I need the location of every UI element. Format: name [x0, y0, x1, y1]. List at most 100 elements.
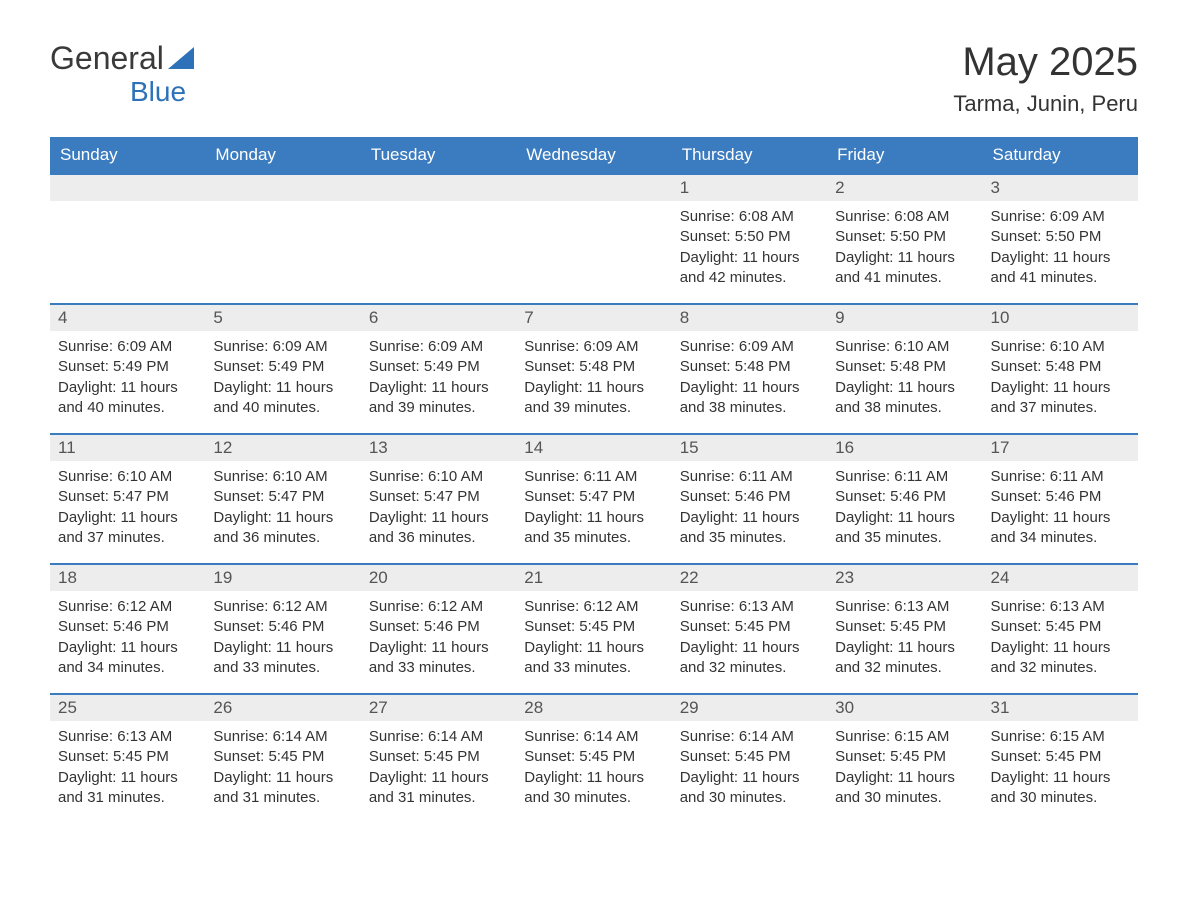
daylight-line2: and 40 minutes. — [58, 398, 197, 418]
sunrise-text: Sunrise: 6:13 AM — [58, 727, 197, 747]
weekday-header-row: SundayMondayTuesdayWednesdayThursdayFrid… — [50, 137, 1138, 173]
daylight-line2: and 34 minutes. — [58, 658, 197, 678]
sunrise-text: Sunrise: 6:08 AM — [680, 207, 819, 227]
day-body: Sunrise: 6:12 AMSunset: 5:46 PMDaylight:… — [50, 591, 205, 678]
sunset-text: Sunset: 5:45 PM — [213, 747, 352, 767]
day-body: Sunrise: 6:13 AMSunset: 5:45 PMDaylight:… — [983, 591, 1138, 678]
sunrise-text: Sunrise: 6:09 AM — [213, 337, 352, 357]
week-row: 1Sunrise: 6:08 AMSunset: 5:50 PMDaylight… — [50, 173, 1138, 303]
sunset-text: Sunset: 5:45 PM — [58, 747, 197, 767]
sunset-text: Sunset: 5:45 PM — [524, 617, 663, 637]
daylight-line2: and 32 minutes. — [991, 658, 1130, 678]
day-number: 21 — [516, 565, 671, 591]
logo: General — [50, 40, 196, 77]
daylight-line1: Daylight: 11 hours — [213, 768, 352, 788]
sunset-text: Sunset: 5:49 PM — [369, 357, 508, 377]
sunrise-text: Sunrise: 6:09 AM — [680, 337, 819, 357]
day-cell: 30Sunrise: 6:15 AMSunset: 5:45 PMDayligh… — [827, 695, 982, 823]
day-number: 1 — [672, 175, 827, 201]
daylight-line1: Daylight: 11 hours — [991, 638, 1130, 658]
sunset-text: Sunset: 5:50 PM — [991, 227, 1130, 247]
day-cell — [516, 175, 671, 303]
sunrise-text: Sunrise: 6:09 AM — [369, 337, 508, 357]
sunset-text: Sunset: 5:50 PM — [680, 227, 819, 247]
day-cell: 17Sunrise: 6:11 AMSunset: 5:46 PMDayligh… — [983, 435, 1138, 563]
daylight-line2: and 41 minutes. — [991, 268, 1130, 288]
sunset-text: Sunset: 5:46 PM — [58, 617, 197, 637]
day-body: Sunrise: 6:10 AMSunset: 5:47 PMDaylight:… — [205, 461, 360, 548]
day-cell: 1 Sunrise: 6:08 AMSunset: 5:50 PMDaylight… — [672, 175, 827, 303]
daylight-line2: and 35 minutes. — [835, 528, 974, 548]
daylight-line1: Daylight: 11 hours — [680, 248, 819, 268]
day-number: 18 — [50, 565, 205, 591]
day-body: Sunrise: 6:14 AMSunset: 5:45 PMDaylight:… — [205, 721, 360, 808]
daylight-line2: and 38 minutes. — [680, 398, 819, 418]
daylight-line1: Daylight: 11 hours — [991, 378, 1130, 398]
sunset-text: Sunset: 5:45 PM — [680, 747, 819, 767]
sunset-text: Sunset: 5:46 PM — [213, 617, 352, 637]
weekday-header-cell: Thursday — [672, 137, 827, 173]
weekday-header-cell: Wednesday — [516, 137, 671, 173]
day-number: 5 — [205, 305, 360, 331]
day-body: Sunrise: 6:14 AMSunset: 5:45 PMDaylight:… — [516, 721, 671, 808]
sunrise-text: Sunrise: 6:13 AM — [991, 597, 1130, 617]
day-body: Sunrise: 6:13 AMSunset: 5:45 PMDaylight:… — [672, 591, 827, 678]
daylight-line2: and 42 minutes. — [680, 268, 819, 288]
day-cell: 6Sunrise: 6:09 AMSunset: 5:49 PMDaylight… — [361, 305, 516, 433]
calendar: SundayMondayTuesdayWednesdayThursdayFrid… — [50, 137, 1138, 823]
day-number: 12 — [205, 435, 360, 461]
week-row: 4Sunrise: 6:09 AMSunset: 5:49 PMDaylight… — [50, 303, 1138, 433]
day-cell: 16Sunrise: 6:11 AMSunset: 5:46 PMDayligh… — [827, 435, 982, 563]
day-cell: 18Sunrise: 6:12 AMSunset: 5:46 PMDayligh… — [50, 565, 205, 693]
day-cell: 15Sunrise: 6:11 AMSunset: 5:46 PMDayligh… — [672, 435, 827, 563]
day-number: 28 — [516, 695, 671, 721]
daylight-line1: Daylight: 11 hours — [369, 768, 508, 788]
daylight-line2: and 32 minutes. — [680, 658, 819, 678]
daylight-line1: Daylight: 11 hours — [991, 248, 1130, 268]
day-number: 27 — [361, 695, 516, 721]
day-cell: 31Sunrise: 6:15 AMSunset: 5:45 PMDayligh… — [983, 695, 1138, 823]
daylight-line1: Daylight: 11 hours — [369, 638, 508, 658]
daylight-line2: and 31 minutes. — [213, 788, 352, 808]
sunset-text: Sunset: 5:47 PM — [524, 487, 663, 507]
weekday-header-cell: Saturday — [983, 137, 1138, 173]
daylight-line2: and 34 minutes. — [991, 528, 1130, 548]
day-cell: 23Sunrise: 6:13 AMSunset: 5:45 PMDayligh… — [827, 565, 982, 693]
sunset-text: Sunset: 5:45 PM — [369, 747, 508, 767]
sunset-text: Sunset: 5:45 PM — [680, 617, 819, 637]
day-number: 23 — [827, 565, 982, 591]
title-block: May 2025 Tarma, Junin, Peru — [953, 40, 1138, 117]
day-cell: 4Sunrise: 6:09 AMSunset: 5:49 PMDaylight… — [50, 305, 205, 433]
day-number: 11 — [50, 435, 205, 461]
sunrise-text: Sunrise: 6:10 AM — [58, 467, 197, 487]
daylight-line2: and 37 minutes. — [58, 528, 197, 548]
sunrise-text: Sunrise: 6:12 AM — [213, 597, 352, 617]
weekday-header-cell: Sunday — [50, 137, 205, 173]
day-body: Sunrise: 6:12 AMSunset: 5:45 PMDaylight:… — [516, 591, 671, 678]
day-cell: 28Sunrise: 6:14 AMSunset: 5:45 PMDayligh… — [516, 695, 671, 823]
daylight-line1: Daylight: 11 hours — [524, 508, 663, 528]
day-number: 2 — [827, 175, 982, 201]
sunset-text: Sunset: 5:46 PM — [369, 617, 508, 637]
daylight-line2: and 32 minutes. — [835, 658, 974, 678]
sunset-text: Sunset: 5:45 PM — [835, 747, 974, 767]
daylight-line2: and 40 minutes. — [213, 398, 352, 418]
daylight-line2: and 36 minutes. — [213, 528, 352, 548]
day-number: 14 — [516, 435, 671, 461]
sunset-text: Sunset: 5:47 PM — [58, 487, 197, 507]
daylight-line1: Daylight: 11 hours — [58, 638, 197, 658]
week-row: 25Sunrise: 6:13 AMSunset: 5:45 PMDayligh… — [50, 693, 1138, 823]
daylight-line1: Daylight: 11 hours — [680, 768, 819, 788]
day-number: 3 — [983, 175, 1138, 201]
day-body: Sunrise: 6:14 AMSunset: 5:45 PMDaylight:… — [672, 721, 827, 808]
weekday-header-cell: Friday — [827, 137, 982, 173]
daylight-line2: and 31 minutes. — [58, 788, 197, 808]
sunrise-text: Sunrise: 6:10 AM — [991, 337, 1130, 357]
weeks-container: 1Sunrise: 6:08 AMSunset: 5:50 PMDaylight… — [50, 173, 1138, 823]
day-number: 4 — [50, 305, 205, 331]
day-cell: 8Sunrise: 6:09 AMSunset: 5:48 PMDaylight… — [672, 305, 827, 433]
sunrise-text: Sunrise: 6:11 AM — [680, 467, 819, 487]
day-body: Sunrise: 6:09 AMSunset: 5:49 PMDaylight:… — [50, 331, 205, 418]
day-body: Sunrise: 6:11 AMSunset: 5:46 PMDaylight:… — [983, 461, 1138, 548]
daylight-line1: Daylight: 11 hours — [369, 378, 508, 398]
